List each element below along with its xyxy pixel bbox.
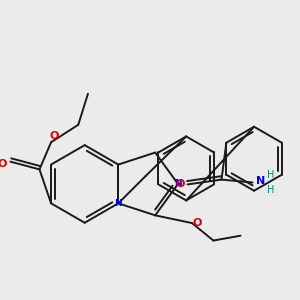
Text: O: O (0, 159, 7, 169)
Text: N: N (115, 199, 122, 208)
Text: O: O (192, 218, 202, 228)
Text: O: O (49, 131, 59, 141)
Text: H: H (267, 170, 274, 180)
Text: N: N (256, 176, 266, 185)
Text: H: H (267, 185, 274, 195)
Text: O: O (175, 179, 184, 189)
Text: N: N (174, 179, 182, 188)
